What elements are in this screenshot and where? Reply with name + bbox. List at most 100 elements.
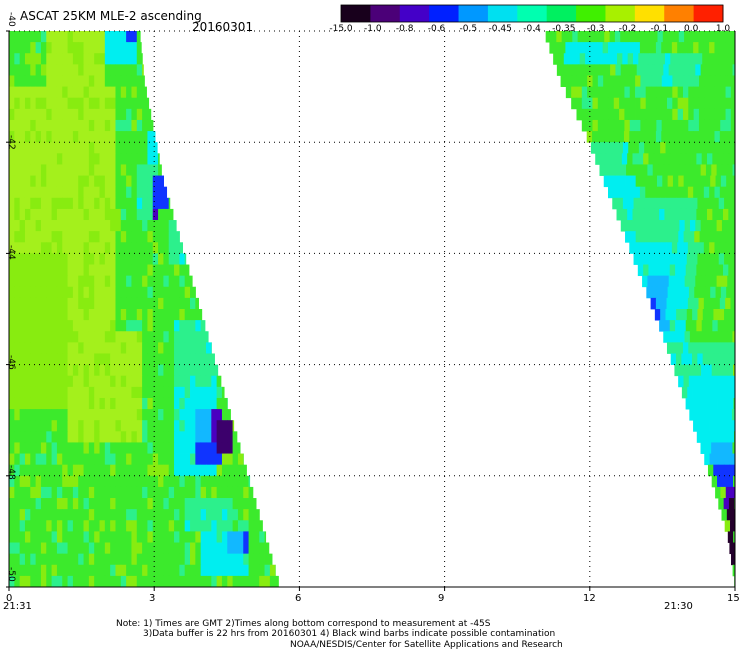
wind-cell	[88, 286, 95, 299]
wind-cell	[168, 286, 175, 299]
wind-cell	[19, 275, 26, 288]
wind-cell	[716, 331, 723, 343]
wind-cell	[697, 353, 704, 365]
wind-cell	[88, 486, 95, 499]
wind-cell	[126, 75, 132, 87]
wind-cell	[641, 175, 647, 188]
wind-cell	[726, 375, 732, 388]
wind-cell	[142, 575, 148, 587]
wind-cell	[120, 297, 127, 310]
wind-cell	[78, 264, 84, 277]
wind-cell	[726, 509, 733, 521]
wind-cell	[110, 231, 116, 243]
wind-cell	[46, 475, 52, 488]
wind-cell	[572, 64, 579, 76]
wind-cell	[83, 186, 90, 199]
wind-cell	[35, 509, 42, 521]
wind-cell	[184, 342, 191, 354]
wind-cell	[67, 42, 74, 54]
note-line-3: NOAA/NESDIS/Center for Satellite Applica…	[290, 640, 563, 650]
wind-cell	[131, 131, 138, 143]
wind-cell	[725, 186, 731, 199]
wind-cell	[14, 53, 21, 65]
wind-cell	[702, 309, 709, 321]
wind-cell	[9, 342, 15, 354]
wind-cell	[40, 197, 47, 210]
wind-cell	[83, 286, 90, 299]
wind-cell	[664, 153, 671, 165]
wind-cell	[110, 320, 116, 332]
wind-cell	[651, 97, 657, 110]
wind-cell	[658, 275, 664, 288]
wind-cell	[683, 375, 690, 388]
wind-cell	[672, 97, 679, 110]
wind-cell	[677, 86, 684, 99]
wind-cell	[710, 286, 716, 299]
wind-cell	[699, 375, 706, 388]
wind-cell	[730, 97, 735, 110]
wind-cell	[666, 297, 673, 310]
wind-cell	[147, 364, 154, 377]
wind-cell	[693, 342, 700, 354]
wind-cell	[629, 42, 635, 54]
wind-cell	[237, 553, 244, 566]
wind-cell	[83, 64, 90, 76]
wind-cell	[713, 309, 720, 321]
wind-cell	[232, 475, 239, 488]
wind-cell	[687, 242, 694, 254]
wind-cell	[14, 153, 21, 165]
wind-cell	[19, 453, 26, 466]
wind-cell	[650, 297, 657, 310]
wind-cell	[184, 453, 191, 466]
wind-cell	[709, 86, 716, 99]
wind-cell	[205, 386, 212, 399]
wind-cell	[94, 175, 100, 188]
wind-cell	[14, 364, 21, 377]
wind-cell	[24, 64, 31, 76]
wind-cell	[30, 164, 37, 176]
wind-cell	[62, 531, 68, 543]
wind-cell	[168, 275, 175, 288]
wind-cell	[152, 320, 159, 332]
wind-cell	[72, 331, 79, 343]
wind-cell	[602, 131, 609, 143]
wind-cell	[629, 108, 636, 121]
wind-cell	[723, 53, 730, 65]
wind-cell	[696, 208, 703, 221]
colorbar-segment	[487, 5, 518, 22]
wind-cell	[78, 386, 84, 399]
wind-cell	[9, 119, 15, 132]
wind-cell	[720, 375, 727, 388]
wind-cell	[14, 164, 21, 176]
wind-cell	[609, 31, 616, 43]
wind-cell	[83, 531, 90, 543]
wind-cell	[722, 364, 729, 377]
wind-cell	[725, 42, 731, 54]
wind-cell	[708, 142, 714, 154]
wind-cell	[24, 208, 31, 221]
wind-cell	[205, 342, 212, 354]
wind-cell	[254, 587, 260, 599]
wind-cell	[142, 220, 148, 232]
wind-cell	[40, 442, 47, 454]
wind-cell	[710, 31, 717, 43]
wind-cell	[46, 420, 52, 432]
wind-cell	[184, 420, 191, 432]
wind-cell	[711, 442, 717, 454]
wind-cell	[46, 342, 52, 354]
wind-cell	[653, 264, 660, 277]
wind-cell	[9, 464, 15, 477]
wind-cell	[62, 453, 68, 466]
wind-cell	[72, 42, 79, 54]
wind-cell	[695, 64, 702, 76]
wind-cell	[131, 587, 137, 599]
wind-cell	[46, 186, 52, 199]
wind-cell	[711, 220, 717, 232]
wind-cell	[78, 364, 84, 377]
wind-cell	[719, 42, 726, 54]
wind-cell	[67, 397, 74, 410]
wind-cell	[24, 242, 31, 254]
wind-cell	[669, 264, 676, 277]
wind-cell	[624, 97, 631, 110]
wind-cell	[99, 75, 106, 87]
